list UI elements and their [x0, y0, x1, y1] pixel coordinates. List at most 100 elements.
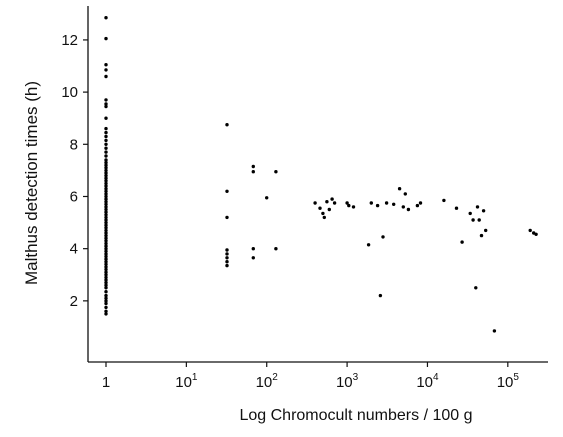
data-point — [104, 260, 108, 264]
data-point — [104, 104, 108, 109]
data-point — [104, 207, 108, 212]
data-point — [104, 184, 108, 188]
data-point — [104, 194, 108, 199]
data-point — [104, 166, 108, 170]
axes — [87, 6, 548, 363]
data-point — [403, 192, 407, 196]
data-point — [104, 218, 108, 222]
y-tick-label: 12 — [61, 32, 78, 49]
data-point — [104, 228, 108, 233]
data-point — [397, 187, 402, 191]
x-tick-label: 104 — [416, 372, 439, 391]
data-point — [104, 262, 108, 266]
data-point — [325, 200, 329, 204]
data-point — [104, 181, 108, 186]
data-point — [225, 123, 229, 127]
data-point — [104, 16, 108, 20]
data-point — [104, 273, 108, 277]
data-point — [528, 228, 532, 233]
data-point — [251, 164, 255, 169]
data-point — [104, 168, 108, 173]
data-point — [492, 329, 497, 333]
data-point — [104, 283, 108, 287]
data-point — [104, 130, 108, 135]
x-axis-label: Log Chromocult numbers / 100 g — [239, 407, 472, 424]
data-point — [104, 270, 108, 274]
data-point — [104, 126, 108, 131]
data-point — [378, 293, 383, 298]
data-point — [468, 211, 472, 216]
data-point — [104, 160, 108, 165]
data-point — [104, 215, 108, 220]
data-point — [369, 201, 373, 205]
data-point — [104, 134, 108, 139]
data-point — [104, 102, 108, 106]
x-ticks: 1 101 102 103 104 105 — [102, 362, 519, 391]
y-tick-label: 4 — [70, 241, 78, 258]
data-point — [460, 240, 464, 244]
data-point — [104, 138, 108, 143]
data-point — [104, 280, 108, 285]
data-point — [406, 207, 411, 212]
data-point — [375, 203, 380, 208]
x-tick-label: 1 — [102, 374, 110, 391]
data-point — [104, 200, 108, 204]
x-tick-exponent: 3 — [353, 372, 359, 383]
data-point — [322, 215, 326, 220]
x-tick-exponent: 4 — [433, 372, 439, 383]
data-point — [104, 62, 108, 67]
data-point — [104, 202, 108, 206]
y-tick-label: 8 — [70, 136, 78, 153]
data-point — [104, 290, 108, 294]
data-point — [477, 218, 481, 222]
data-point — [104, 241, 108, 246]
data-point — [104, 236, 108, 240]
data-point — [104, 205, 108, 209]
data-point — [392, 202, 396, 206]
data-point — [104, 239, 108, 243]
data-point — [104, 176, 108, 180]
data-point — [104, 278, 108, 282]
x-tick-exponent: 2 — [272, 372, 278, 383]
data-point — [384, 201, 389, 205]
data-point — [330, 197, 334, 201]
data-point — [345, 201, 349, 205]
data-point — [104, 286, 108, 290]
data-point — [104, 275, 108, 280]
data-point — [104, 68, 108, 72]
data-point — [454, 206, 459, 210]
data-point — [274, 170, 278, 174]
data-points — [104, 16, 538, 333]
data-point — [274, 247, 278, 251]
data-point — [442, 198, 446, 203]
data-point — [104, 233, 108, 238]
data-point — [251, 256, 255, 260]
y-ticks: 2 4 6 8 10 12 — [61, 32, 88, 310]
y-axis-label: Malthus detection times (h) — [22, 81, 41, 285]
data-point — [104, 154, 108, 158]
y-tick-label: 6 — [70, 188, 78, 205]
data-point — [479, 233, 484, 238]
data-point — [104, 179, 108, 183]
data-point — [104, 150, 108, 154]
data-point — [104, 267, 108, 272]
data-point — [104, 299, 108, 303]
data-point — [347, 203, 351, 208]
data-point — [104, 116, 108, 120]
data-point — [104, 98, 108, 102]
data-point — [401, 205, 405, 209]
data-point — [104, 213, 108, 217]
data-point — [104, 252, 108, 256]
data-point — [104, 301, 108, 306]
data-point — [104, 247, 108, 251]
x-tick-exponent: 5 — [513, 372, 519, 383]
data-point — [225, 248, 229, 252]
data-point — [327, 207, 331, 212]
data-point — [104, 220, 108, 225]
data-point — [313, 201, 317, 205]
data-point — [104, 223, 108, 227]
data-point — [474, 286, 478, 290]
x-tick-label: 101 — [175, 372, 198, 391]
data-point — [104, 226, 108, 230]
